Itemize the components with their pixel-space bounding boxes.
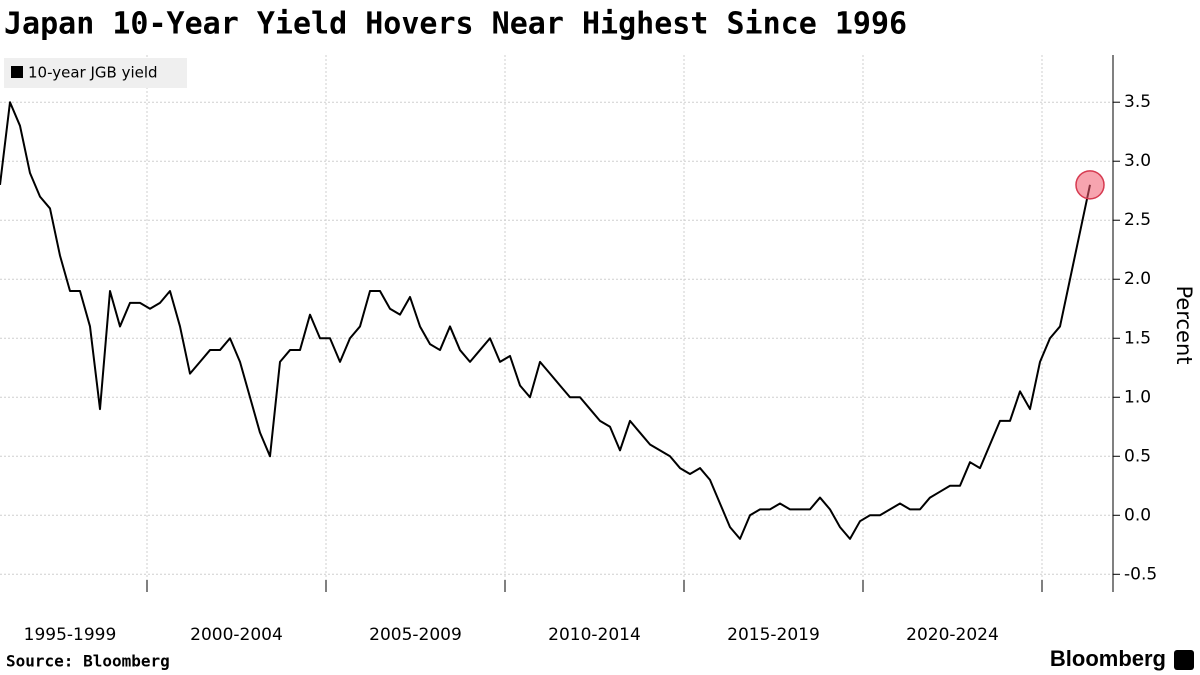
y-tick-label: 2.0 bbox=[1124, 269, 1151, 289]
source: Source: Bloomberg bbox=[6, 652, 170, 671]
y-tick-label: 0.5 bbox=[1124, 446, 1151, 466]
x-tick-label: 2005-2009 bbox=[369, 625, 462, 645]
y-tick-label: 3.5 bbox=[1124, 92, 1151, 112]
y-tick-label: 1.0 bbox=[1124, 387, 1151, 407]
legend-label: 10-year JGB yield bbox=[28, 64, 158, 82]
y-tick-label: 0.0 bbox=[1124, 505, 1151, 525]
chart-title: Japan 10-Year Yield Hovers Near Highest … bbox=[4, 7, 907, 42]
y-tick-label: -0.5 bbox=[1124, 564, 1157, 584]
y-tick-label: 1.5 bbox=[1124, 328, 1151, 348]
x-tick-label: 2015-2019 bbox=[727, 625, 820, 645]
y-tick-label: 3.0 bbox=[1124, 151, 1151, 171]
legend-box bbox=[4, 58, 187, 88]
y-tick-label: 2.5 bbox=[1124, 210, 1151, 230]
x-tick-label: 2000-2004 bbox=[190, 625, 283, 645]
legend-swatch bbox=[11, 66, 23, 78]
x-tick-label: 2010-2014 bbox=[548, 625, 641, 645]
brand-icon bbox=[1174, 650, 1194, 670]
brand: Bloomberg bbox=[1050, 646, 1166, 671]
highlight-marker bbox=[1075, 170, 1105, 200]
x-tick-label: 1995-1999 bbox=[24, 625, 117, 645]
y-axis-label: Percent bbox=[1172, 285, 1196, 364]
x-tick-label: 2020-2024 bbox=[906, 625, 999, 645]
data-line bbox=[0, 101, 1091, 540]
